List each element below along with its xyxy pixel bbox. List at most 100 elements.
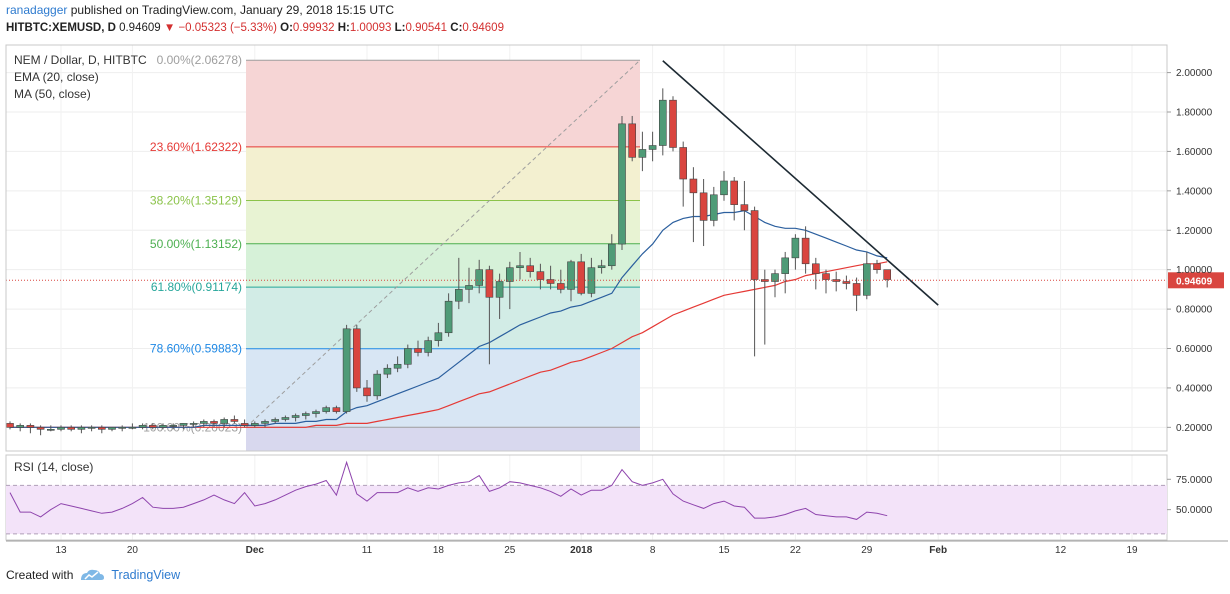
candle-body (179, 423, 188, 426)
legend-ema: EMA (20, close) (14, 70, 99, 84)
candle-body (720, 180, 728, 196)
fib-level-label: 50.00%(1.13152) (150, 237, 242, 251)
candle (373, 370, 382, 400)
candle-body (822, 273, 830, 280)
price-tick-label: 1.40000 (1176, 186, 1213, 197)
time-tick-label: Dec (246, 545, 265, 556)
candle (424, 336, 433, 357)
candle-body (546, 279, 555, 284)
candle-body (128, 427, 137, 429)
candle-body (118, 427, 126, 429)
candle-body (679, 147, 688, 180)
candle-body (505, 267, 514, 282)
candle (791, 234, 800, 270)
candle-body (709, 194, 718, 221)
candle-body (169, 425, 177, 427)
candle (26, 423, 35, 434)
candle-body (16, 425, 25, 428)
candle (6, 421, 14, 430)
candle (832, 271, 841, 292)
candle-body (862, 263, 871, 296)
fib-level-label: 61.80%(0.91174) (151, 280, 242, 294)
candle (730, 177, 739, 221)
candle-body (485, 269, 494, 298)
candle-body (403, 348, 412, 365)
candle (842, 275, 851, 290)
candle-body (332, 407, 341, 412)
fib-diagonal (245, 59, 641, 428)
candle-body (159, 425, 167, 428)
candle (301, 411, 310, 420)
candle-body (597, 265, 606, 269)
high-label: H: (337, 22, 350, 34)
candle (128, 423, 137, 430)
candle-body (301, 413, 310, 416)
candle (363, 380, 371, 402)
candle-body (740, 204, 749, 211)
candle-body (567, 261, 575, 290)
candle-body (556, 283, 565, 290)
candle-body (57, 427, 65, 430)
candle (271, 417, 280, 424)
time-tick-label: 29 (861, 545, 873, 556)
candle (556, 269, 565, 294)
candle (108, 427, 116, 432)
time-tick-label: 15 (718, 545, 730, 556)
candle (750, 206, 759, 357)
candle (189, 421, 198, 428)
price-tick-label: 0.60000 (1176, 344, 1213, 355)
candle (781, 251, 790, 294)
candle-body (189, 423, 198, 425)
candle (87, 425, 96, 432)
candle-body (791, 237, 800, 259)
fib-zone (246, 200, 640, 244)
candle (485, 265, 494, 365)
fib-zone (246, 427, 640, 451)
candle (801, 226, 810, 274)
candle (322, 405, 331, 414)
low-label: L: (394, 22, 406, 34)
publisher-name[interactable]: ranadagger (6, 3, 68, 17)
candle-body (312, 411, 320, 414)
candle (77, 425, 86, 434)
candle (760, 269, 769, 345)
candle-body (67, 427, 75, 430)
candle (883, 269, 892, 288)
fib-zone (246, 146, 640, 201)
price-tick-label: 1.00000 (1176, 265, 1213, 276)
candle-body (628, 123, 637, 158)
candle (669, 96, 677, 152)
candle (210, 419, 218, 428)
rsi-band (6, 485, 1167, 534)
candle-body (689, 178, 698, 194)
price-tick-label: 0.40000 (1176, 383, 1213, 394)
candle (852, 277, 861, 312)
time-tick-label: 2018 (570, 545, 593, 556)
tradingview-link[interactable]: TradingView (111, 568, 181, 582)
rsi-pane: 75.0000 50.0000 (6, 460, 1213, 535)
candle (546, 265, 555, 290)
candle (811, 257, 820, 290)
candle-body (444, 300, 453, 334)
candle-body (852, 283, 861, 296)
candle (179, 423, 188, 430)
open-value: 0.99932 (292, 22, 335, 34)
candle-body (638, 149, 647, 158)
chart-overlays: 0.94609 (6, 60, 1224, 306)
price-pane-border (5, 44, 1168, 452)
candle-body (465, 285, 473, 290)
legend-ma: MA (50, close) (14, 87, 91, 101)
fib-zone (246, 287, 640, 349)
candle (771, 269, 779, 298)
candle (36, 425, 45, 436)
candle (618, 115, 626, 250)
candle (679, 141, 688, 207)
time-tick-label: 20 (127, 545, 139, 556)
candle-body (240, 423, 249, 426)
candle (403, 344, 412, 369)
trendline (662, 60, 939, 306)
candle (475, 259, 484, 294)
candle-body (750, 210, 759, 280)
current-price-label: 0.94609 (1176, 276, 1213, 287)
